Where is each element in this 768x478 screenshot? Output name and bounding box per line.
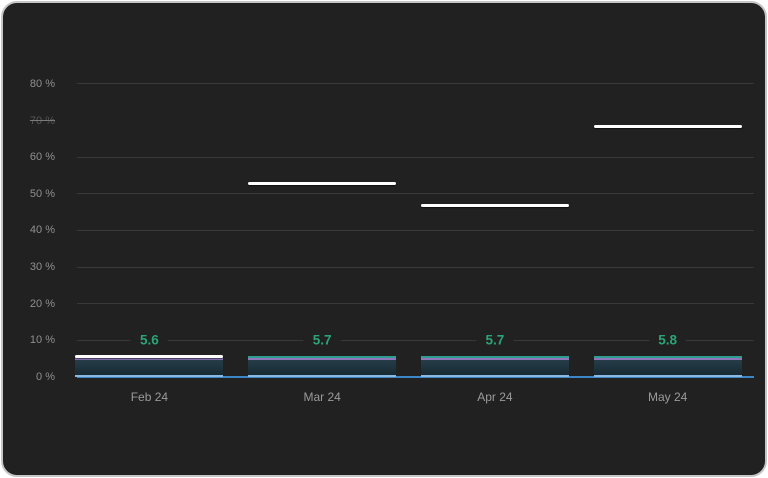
dash-marker xyxy=(75,354,224,358)
dash-marker xyxy=(248,182,397,186)
y-axis-tick-label: 20 % xyxy=(29,297,55,310)
y-gridline xyxy=(77,339,754,341)
dash-marker xyxy=(420,204,569,208)
y-gridline xyxy=(77,303,754,305)
y-axis-tick-label: 0 % xyxy=(36,371,55,383)
y-axis-tick-label: 10 % xyxy=(29,334,55,347)
value-bar xyxy=(420,356,569,377)
bar-purple-accent-line xyxy=(593,357,742,360)
x-axis-category-label: Feb 24 xyxy=(130,390,169,404)
y-axis-tick-label: 50 % xyxy=(29,187,55,200)
y-axis-tick-label: 30 % xyxy=(29,261,55,274)
bar-value-label: 5.7 xyxy=(303,331,341,349)
y-gridline xyxy=(77,156,754,158)
bar-purple-accent-line xyxy=(75,358,224,361)
bar-value-label: 5.8 xyxy=(649,331,687,349)
y-gridline xyxy=(77,193,754,195)
y-gridline xyxy=(77,266,754,268)
y-axis-tick-label: 70 % xyxy=(29,114,55,127)
y-gridline xyxy=(77,83,754,85)
x-axis-baseline xyxy=(77,376,754,378)
value-bar xyxy=(593,355,742,377)
y-axis-tick-label: 60 % xyxy=(29,151,55,164)
bar-purple-accent-line xyxy=(248,358,397,361)
bar-purple-accent-line xyxy=(420,358,569,361)
dash-marker xyxy=(593,125,742,129)
value-bar xyxy=(248,356,397,377)
x-axis-category-label: Mar 24 xyxy=(303,390,341,404)
y-axis-tick-label: 40 % xyxy=(29,224,55,237)
bar-value-label: 5.7 xyxy=(476,331,514,349)
value-bar xyxy=(75,356,224,377)
x-axis-category-label: Apr 24 xyxy=(477,390,513,404)
x-axis-category-label: May 24 xyxy=(647,390,688,404)
y-axis-tick-label: 80 % xyxy=(29,77,55,90)
y-gridline xyxy=(77,229,754,231)
bar-value-label: 5.6 xyxy=(130,331,168,349)
